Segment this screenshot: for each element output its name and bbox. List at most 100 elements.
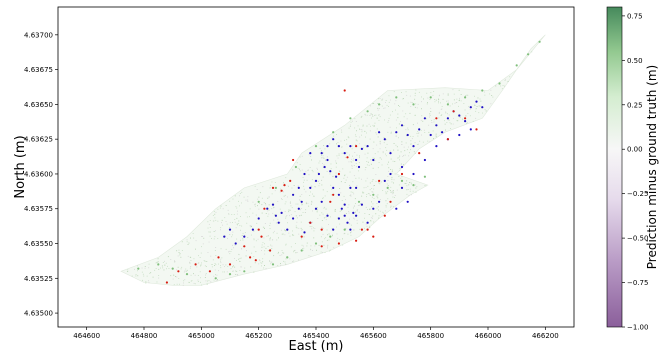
data-point — [314, 242, 318, 245]
cloud-speck — [374, 160, 376, 162]
cloud-speck — [447, 119, 449, 121]
cloud-speck — [489, 93, 491, 95]
cloud-speck — [444, 123, 446, 125]
cloud-speck — [283, 195, 285, 197]
cloud-speck — [445, 112, 447, 114]
data-point — [366, 110, 369, 113]
cloud-speck — [156, 261, 158, 263]
cloud-speck — [336, 155, 338, 157]
cloud-speck — [302, 212, 304, 213]
y-tick-label: 4.63500 — [24, 310, 53, 318]
cloud-speck — [395, 119, 397, 121]
cloud-speck — [329, 249, 331, 251]
colorbar-tick-label: −1.00 — [627, 324, 648, 332]
cloud-speck — [372, 179, 373, 181]
data-point — [429, 96, 432, 99]
cloud-speck — [285, 230, 287, 232]
cloud-speck — [183, 280, 185, 282]
cloud-speck — [247, 237, 249, 238]
cloud-speck — [220, 265, 221, 267]
cloud-speck — [318, 185, 320, 187]
cloud-speck — [350, 124, 351, 126]
cloud-speck — [371, 206, 373, 208]
cloud-speck — [397, 113, 399, 115]
cloud-speck — [371, 201, 372, 203]
cloud-speck — [303, 181, 304, 183]
cloud-speck — [308, 169, 309, 171]
cloud-speck — [373, 185, 374, 187]
cloud-speck — [376, 203, 378, 204]
cloud-speck — [433, 91, 435, 92]
cloud-speck — [346, 152, 348, 154]
data-point — [283, 184, 286, 187]
data-point — [475, 100, 478, 103]
cloud-speck — [466, 122, 467, 124]
cloud-speck — [284, 261, 286, 263]
data-point — [243, 270, 246, 273]
cloud-speck — [339, 188, 341, 189]
cloud-speck — [335, 166, 337, 168]
cloud-speck — [259, 260, 261, 262]
cloud-speck — [214, 250, 216, 251]
cloud-speck — [326, 171, 328, 172]
cloud-speck — [346, 139, 348, 141]
cloud-speck — [373, 157, 375, 159]
cloud-speck — [269, 225, 271, 226]
data-point — [435, 124, 438, 127]
cloud-speck — [440, 102, 441, 104]
cloud-speck — [300, 227, 302, 229]
cloud-speck — [314, 245, 316, 247]
cloud-speck — [376, 207, 378, 209]
cloud-speck — [178, 249, 180, 251]
cloud-speck — [321, 154, 322, 156]
cloud-speck — [319, 183, 321, 184]
cloud-speck — [417, 133, 419, 134]
cloud-speck — [441, 108, 443, 110]
cloud-speck — [387, 176, 389, 177]
cloud-speck — [262, 258, 264, 260]
cloud-speck — [238, 220, 240, 222]
cloud-speck — [269, 222, 271, 224]
cloud-speck — [385, 191, 387, 193]
cloud-speck — [360, 203, 361, 204]
cloud-speck — [301, 238, 302, 240]
cloud-speck — [220, 227, 222, 229]
cloud-speck — [369, 138, 371, 140]
cloud-speck — [270, 237, 271, 239]
cloud-speck — [416, 107, 418, 109]
cloud-speck — [195, 248, 196, 250]
cloud-speck — [289, 235, 291, 237]
cloud-speck — [388, 167, 390, 169]
cloud-speck — [377, 167, 379, 169]
cloud-speck — [313, 227, 314, 229]
cloud-speck — [322, 233, 324, 235]
cloud-speck — [390, 158, 392, 160]
cloud-speck — [353, 207, 354, 209]
cloud-speck — [328, 233, 330, 235]
cloud-speck — [336, 163, 337, 164]
cloud-speck — [360, 116, 362, 118]
data-point — [372, 193, 375, 196]
cloud-speck — [387, 180, 389, 181]
cloud-speck — [273, 219, 275, 221]
cloud-speck — [408, 184, 410, 186]
cloud-speck — [421, 115, 423, 117]
data-point — [314, 145, 318, 148]
cloud-speck — [238, 258, 240, 260]
cloud-speck — [366, 161, 368, 162]
cloud-speck — [441, 114, 443, 116]
cloud-speck — [161, 265, 163, 267]
cloud-speck — [312, 221, 313, 223]
cloud-speck — [385, 153, 386, 155]
cloud-speck — [421, 134, 422, 136]
cloud-speck — [379, 143, 381, 145]
cloud-speck — [303, 185, 305, 187]
cloud-speck — [372, 148, 374, 150]
cloud-speck — [255, 251, 257, 253]
cloud-speck — [421, 96, 422, 98]
data-point — [412, 145, 415, 148]
cloud-speck — [261, 265, 262, 267]
cloud-speck — [231, 214, 233, 215]
cloud-speck — [199, 271, 201, 273]
cloud-speck — [179, 283, 180, 285]
